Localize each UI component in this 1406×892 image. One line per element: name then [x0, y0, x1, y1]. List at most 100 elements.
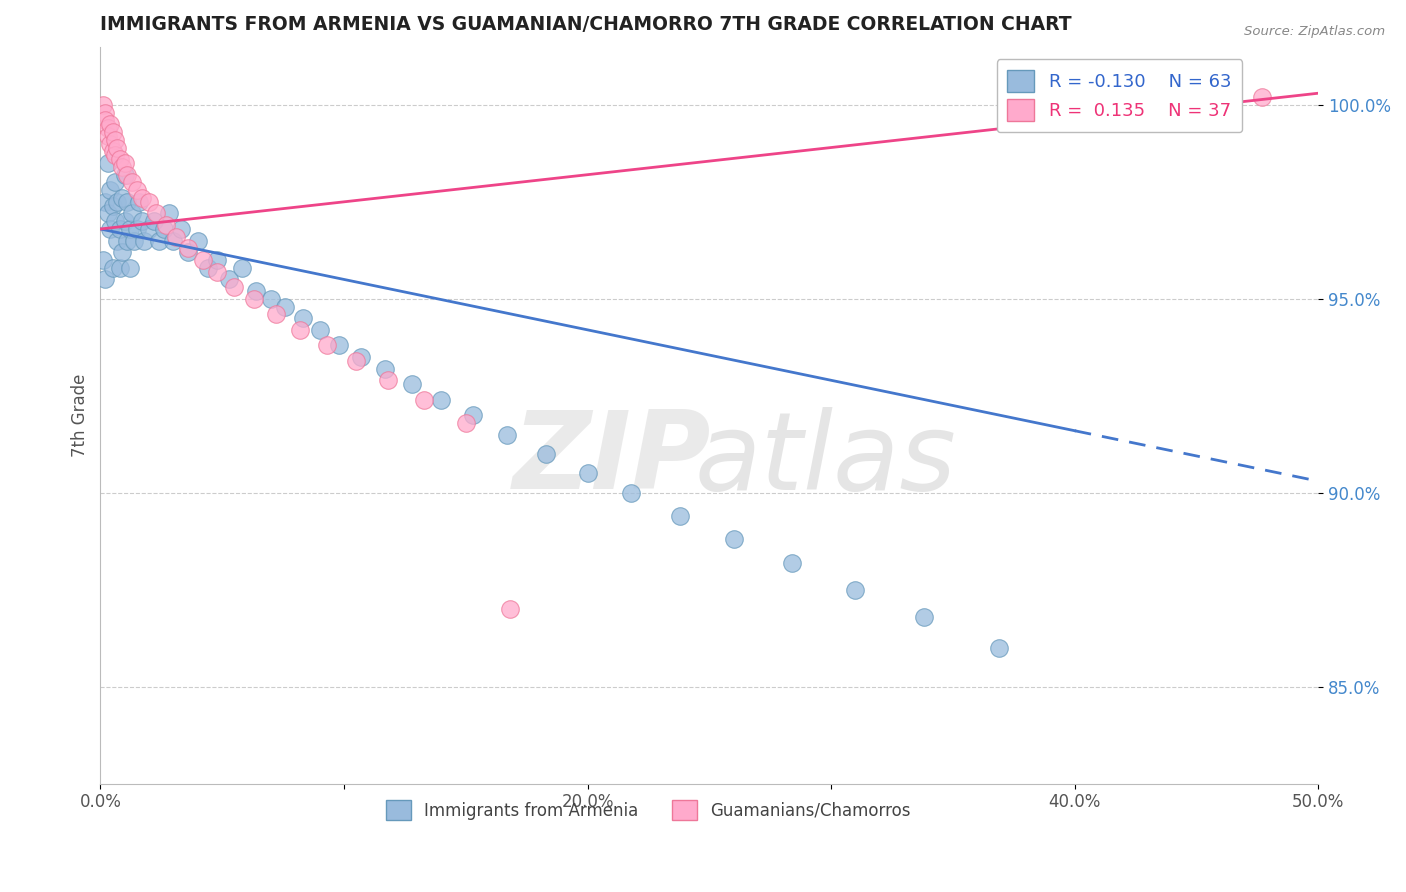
Point	[413, 392, 436, 407]
Point	[177, 241, 200, 255]
Point	[114, 156, 136, 170]
Point	[101, 125, 124, 139]
Point	[430, 392, 453, 407]
Point	[177, 245, 200, 260]
Point	[111, 245, 134, 260]
Point	[115, 234, 138, 248]
Text: atlas: atlas	[695, 407, 956, 512]
Point	[91, 253, 114, 268]
Point	[97, 156, 120, 170]
Point	[170, 222, 193, 236]
Point	[114, 168, 136, 182]
Point	[187, 234, 209, 248]
Point	[291, 311, 314, 326]
Point	[344, 354, 367, 368]
Point	[152, 222, 174, 236]
Point	[108, 222, 131, 236]
Point	[377, 373, 399, 387]
Point	[131, 191, 153, 205]
Point	[191, 253, 214, 268]
Text: Source: ZipAtlas.com: Source: ZipAtlas.com	[1244, 25, 1385, 38]
Point	[576, 467, 599, 481]
Point	[912, 610, 935, 624]
Point	[780, 556, 803, 570]
Point	[115, 168, 138, 182]
Point	[104, 133, 127, 147]
Point	[534, 447, 557, 461]
Point	[128, 194, 150, 209]
Point	[138, 222, 160, 236]
Point	[101, 199, 124, 213]
Point	[108, 152, 131, 166]
Point	[121, 206, 143, 220]
Point	[98, 222, 121, 236]
Point	[98, 117, 121, 131]
Point	[155, 218, 177, 232]
Point	[101, 145, 124, 159]
Point	[101, 260, 124, 275]
Point	[308, 323, 330, 337]
Point	[107, 234, 129, 248]
Point	[328, 338, 350, 352]
Point	[274, 300, 297, 314]
Point	[104, 148, 127, 162]
Point	[131, 214, 153, 228]
Point	[138, 194, 160, 209]
Point	[107, 194, 129, 209]
Point	[108, 260, 131, 275]
Point	[94, 105, 117, 120]
Point	[350, 350, 373, 364]
Point	[844, 582, 866, 597]
Point	[245, 284, 267, 298]
Point	[620, 485, 643, 500]
Point	[157, 206, 180, 220]
Point	[148, 234, 170, 248]
Point	[498, 602, 520, 616]
Point	[454, 416, 477, 430]
Point	[461, 408, 484, 422]
Point	[104, 214, 127, 228]
Point	[723, 533, 745, 547]
Point	[125, 183, 148, 197]
Text: ZIP: ZIP	[513, 407, 711, 512]
Point	[91, 98, 114, 112]
Point	[134, 234, 156, 248]
Point	[315, 338, 337, 352]
Point	[94, 272, 117, 286]
Point	[121, 176, 143, 190]
Point	[115, 194, 138, 209]
Point	[264, 307, 287, 321]
Point	[218, 272, 240, 286]
Point	[125, 222, 148, 236]
Point	[207, 253, 229, 268]
Point	[94, 113, 117, 128]
Point	[118, 222, 141, 236]
Point	[224, 280, 246, 294]
Point	[111, 191, 134, 205]
Point	[114, 214, 136, 228]
Point	[243, 292, 266, 306]
Point	[124, 234, 146, 248]
Point	[374, 361, 396, 376]
Point	[1251, 90, 1274, 104]
Point	[142, 214, 165, 228]
Point	[97, 206, 120, 220]
Point	[165, 229, 187, 244]
Point	[207, 265, 229, 279]
Point	[401, 377, 423, 392]
Point	[496, 427, 519, 442]
Point	[94, 194, 117, 209]
Point	[111, 160, 134, 174]
Point	[104, 176, 127, 190]
Point	[288, 323, 311, 337]
Point	[97, 128, 120, 143]
Point	[107, 140, 129, 154]
Point	[97, 121, 120, 136]
Point	[98, 183, 121, 197]
Legend: Immigrants from Armenia, Guamanians/Chamorros: Immigrants from Armenia, Guamanians/Cham…	[380, 793, 918, 827]
Text: IMMIGRANTS FROM ARMENIA VS GUAMANIAN/CHAMORRO 7TH GRADE CORRELATION CHART: IMMIGRANTS FROM ARMENIA VS GUAMANIAN/CHA…	[100, 15, 1071, 34]
Point	[197, 260, 219, 275]
Point	[162, 234, 184, 248]
Point	[231, 260, 253, 275]
Point	[145, 206, 167, 220]
